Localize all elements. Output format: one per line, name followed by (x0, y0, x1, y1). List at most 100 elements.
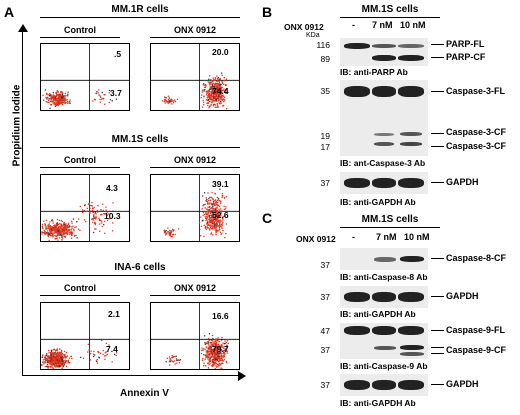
scatter-dots (41, 44, 129, 110)
band-label: Caspase-9-CF (446, 345, 507, 355)
mw-marker: 37 (320, 380, 330, 390)
q4-value: 52.6 (212, 210, 229, 220)
band-label: GAPDH (446, 177, 479, 187)
caspase3-blot (340, 80, 428, 156)
band-label: GAPDH (446, 379, 479, 389)
arrow-icon (431, 330, 444, 331)
mw-marker: 19 (320, 131, 330, 141)
panel-b-title-underline (340, 17, 440, 18)
row3-cell-line: INA-6 cells (114, 262, 166, 273)
panel-b-title: MM.1S cells (361, 4, 419, 15)
caspase8-blot (340, 248, 428, 270)
q4-value: 79.7 (212, 344, 229, 354)
band-label: Caspase-3-FL (446, 86, 506, 96)
x-axis-line (22, 375, 240, 376)
band-label: Caspase-8-CF (446, 253, 507, 263)
row1-cell-line: MM.1R cells (111, 4, 169, 15)
row1-control-underline (40, 37, 120, 38)
x-axis-arrow-icon (238, 371, 246, 381)
band-label: Caspase-3-CF (446, 141, 507, 151)
lane-2-label: 7 nM (376, 232, 397, 242)
row2-control-label: Control (64, 155, 96, 165)
mw-marker: 37 (320, 345, 330, 355)
ib-label: IB: anti-GAPDH Ab (340, 398, 416, 408)
band-label: GAPDH (446, 291, 479, 301)
row2-treat-underline (150, 167, 240, 168)
x-axis-label: Annexin V (120, 388, 169, 399)
scatter-dots (151, 303, 239, 369)
lane-3-label: 10 nM (400, 20, 426, 30)
row3-treat-underline (150, 295, 240, 296)
panel-c-letter: C (262, 210, 273, 226)
band-label: Caspase-9-FL (446, 325, 506, 335)
arrow-icon (431, 133, 444, 134)
arrow-icon (431, 182, 444, 183)
y-axis-line (22, 30, 23, 375)
row2-treat-label: ONX 0912 (173, 155, 217, 165)
row1-underline (40, 17, 240, 18)
arrow-icon (431, 384, 444, 385)
gapdh-blot-c1 (340, 286, 428, 308)
mw-marker: 37 (320, 178, 330, 188)
panel-b-letter: B (262, 4, 273, 20)
scatter-dots (151, 175, 239, 241)
gapdh-blot-b (340, 172, 428, 194)
lane-2-label: 7 nM (372, 20, 393, 30)
caspase9-blot (340, 323, 428, 359)
flow-plot-ina6-onx (150, 302, 240, 370)
q4-value: 7.4 (106, 344, 118, 354)
mw-marker: 116 (316, 40, 330, 50)
q2-value: .5 (114, 49, 122, 59)
scatter-dots (41, 303, 129, 369)
flow-plot-mm1s-onx (150, 174, 240, 242)
mw-marker: 89 (320, 54, 330, 64)
lane-1-label: - (352, 232, 355, 242)
arrow-icon (431, 353, 444, 354)
panel-b-treatment: ONX 0912 (284, 22, 324, 32)
ib-label: IB: ant-Caspase-3 Ab (340, 158, 426, 168)
q2-value: 16.6 (212, 311, 229, 321)
panel-c-title: MM.1S cells (361, 214, 419, 225)
mw-marker: 47 (320, 326, 330, 336)
kda-label: KDa (306, 32, 320, 39)
ib-label: IB: anti-Caspase-9 Ab (340, 361, 428, 371)
flow-plot-mm1s-control (40, 174, 130, 242)
row1-treat-label: ONX 0912 (173, 25, 217, 35)
row3-treat-label: ONX 0912 (173, 283, 217, 293)
arrow-icon (431, 347, 444, 348)
y-axis-label: Propidium Iodide (11, 84, 23, 167)
scatter-dots (151, 44, 239, 110)
gapdh-blot-c2 (340, 374, 428, 396)
scatter-dots (41, 175, 129, 241)
ib-label: IB: anti-GAPDH Ab (340, 197, 416, 207)
row3-underline (40, 275, 240, 276)
ib-label: IB: anti-Caspase-8 Ab (340, 272, 428, 282)
mw-marker: 37 (320, 260, 330, 270)
q4-value: 10.3 (104, 211, 121, 221)
lane-1-label: - (352, 20, 355, 30)
mw-marker: 37 (320, 292, 330, 302)
y-axis-arrow-icon (18, 24, 28, 32)
row2-underline (40, 147, 240, 148)
lane-3-label: 10 nM (404, 232, 430, 242)
arrow-icon (431, 91, 444, 92)
flow-plot-ina6-control (40, 302, 130, 370)
parp-blot (340, 38, 428, 66)
mw-marker: 35 (320, 86, 330, 96)
row1-treat-underline (150, 37, 240, 38)
arrow-icon (431, 258, 444, 259)
row2-cell-line: MM.1S cells (111, 134, 169, 145)
q4-value: 3.7 (110, 88, 122, 98)
q2-value: 39.1 (212, 179, 229, 189)
q4-value: 74.4 (212, 86, 229, 96)
q2-value: 2.1 (108, 309, 120, 319)
q2-value: 4.3 (106, 183, 118, 193)
row1-control-label: Control (64, 25, 96, 35)
band-label: PARP-CF (446, 52, 486, 62)
panel-c-title-underline (340, 227, 440, 228)
band-label: Caspase-3-CF (446, 127, 507, 137)
row3-control-underline (40, 295, 120, 296)
mw-marker: 17 (320, 142, 330, 152)
ib-label: IB: anti-PARP Ab (340, 67, 408, 77)
q2-value: 20.0 (212, 47, 229, 57)
